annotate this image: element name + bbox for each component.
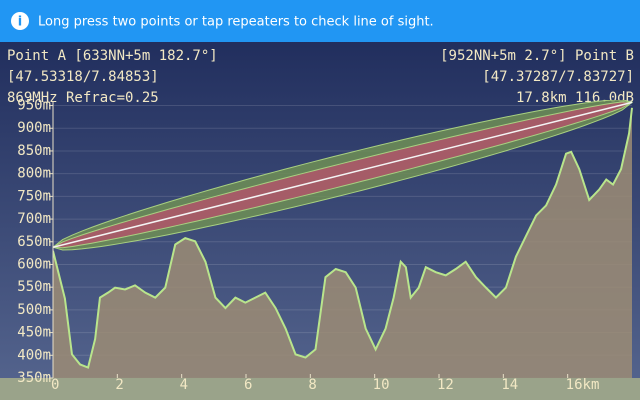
x-tick-label: 2	[115, 377, 123, 393]
header-left: [47.53318/7.84853]	[7, 69, 159, 85]
y-tick-label: 600m	[17, 256, 51, 272]
y-tick-label: 800m	[17, 166, 51, 182]
terrain-line	[53, 107, 633, 369]
x-tick-label: 16km	[566, 377, 600, 393]
terrain-area	[53, 107, 632, 378]
map-strip	[0, 378, 640, 400]
plot	[53, 100, 633, 378]
y-tick-label: 500m	[17, 302, 51, 318]
x-tick-label: 6	[244, 377, 252, 393]
x-tick-label: 10	[373, 377, 390, 393]
sight-line	[53, 101, 633, 248]
header-left: Point A [633NN+5m 182.7°]	[7, 48, 218, 64]
banner-text: Long press two points or tap repeaters t…	[38, 15, 434, 30]
y-tick-label: 700m	[17, 211, 51, 227]
y-tick-label: 550m	[17, 279, 51, 295]
y-tick-label: 650m	[17, 234, 51, 250]
y-tick-label: 450m	[17, 325, 51, 341]
axes: 350m 400m 450m 500m 550m 600m 650m 700m 750m 800m…	[17, 98, 599, 393]
x-tick-label: 14	[501, 377, 518, 393]
x-tick-label: 12	[437, 377, 454, 393]
header-right: [952NN+5m 2.7°] Point B	[440, 48, 634, 64]
y-tick-label: 750m	[17, 188, 51, 204]
info-icon	[11, 12, 29, 30]
y-tick-label: 400m	[17, 347, 51, 363]
y-tick-label: 850m	[17, 143, 51, 159]
y-tick-label: 350m	[17, 370, 51, 386]
x-tick-label: 8	[308, 377, 316, 393]
header-left: 869MHz Refrac=0.25	[7, 90, 159, 106]
y-tick-label: 950m	[17, 98, 51, 114]
x-tick-label: 0	[51, 377, 59, 393]
banner	[0, 0, 640, 42]
x-tick-label: 4	[180, 377, 188, 393]
header-right: [47.37287/7.83727]	[482, 69, 634, 85]
info-icon-glyph: i	[18, 15, 22, 30]
y-tick-label: 900m	[17, 120, 51, 136]
